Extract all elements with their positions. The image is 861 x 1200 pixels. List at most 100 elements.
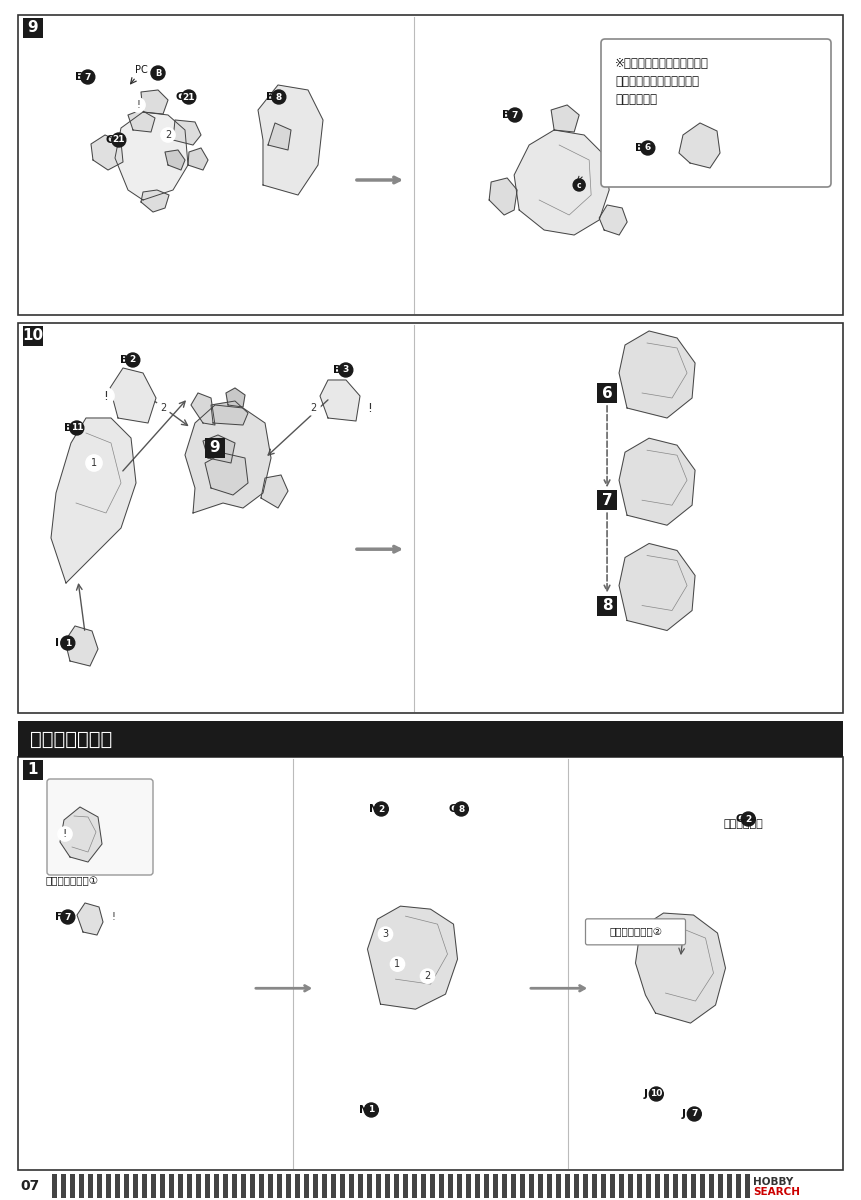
Text: 塗装済みパーツ①: 塗装済みパーツ① (46, 876, 99, 886)
Bar (628, 1174, 633, 1198)
Circle shape (741, 812, 755, 826)
Text: c: c (577, 180, 581, 190)
Text: B: B (635, 143, 643, 152)
Text: J: J (643, 1090, 647, 1099)
Bar (187, 1174, 192, 1198)
Text: 21: 21 (113, 136, 125, 144)
Bar (484, 1174, 489, 1198)
Polygon shape (619, 331, 695, 418)
Bar (421, 1174, 426, 1198)
Circle shape (306, 401, 320, 415)
Bar (556, 1174, 561, 1198)
Bar (718, 1174, 723, 1198)
Text: F: F (55, 912, 63, 922)
Bar (79, 1174, 84, 1198)
Bar (511, 1174, 516, 1198)
Bar (394, 1174, 399, 1198)
Text: 1: 1 (394, 959, 400, 970)
Text: 2: 2 (310, 403, 316, 413)
Text: C: C (449, 804, 456, 814)
Bar (88, 1174, 93, 1198)
Bar (439, 1174, 444, 1198)
Text: 6: 6 (634, 66, 640, 74)
Text: 11: 11 (71, 424, 83, 432)
Bar (18, 721, 843, 757)
Bar (403, 1174, 408, 1198)
Bar (124, 1174, 129, 1198)
Circle shape (81, 70, 95, 84)
Polygon shape (211, 401, 248, 425)
Bar (322, 1174, 327, 1198)
Bar (250, 1174, 255, 1198)
Bar (574, 1174, 579, 1198)
Text: I: I (55, 638, 59, 648)
Circle shape (98, 388, 114, 404)
Bar (205, 1174, 210, 1198)
Text: 7: 7 (84, 72, 91, 82)
Bar (736, 1174, 741, 1198)
Bar (205, 438, 225, 458)
Text: B: B (120, 355, 128, 365)
Polygon shape (320, 380, 360, 421)
FancyBboxPatch shape (47, 779, 153, 875)
Bar (619, 1174, 624, 1198)
Bar (466, 1174, 471, 1198)
Bar (358, 1174, 363, 1198)
Circle shape (687, 1106, 702, 1121)
Circle shape (649, 1087, 663, 1102)
Bar (232, 1174, 237, 1198)
Bar (340, 1174, 345, 1198)
Polygon shape (60, 806, 102, 862)
Circle shape (391, 958, 405, 971)
Bar (520, 1174, 525, 1198)
Bar (538, 1174, 543, 1198)
Polygon shape (128, 110, 155, 132)
Text: E: E (266, 92, 274, 102)
FancyBboxPatch shape (585, 919, 685, 944)
Text: 9: 9 (28, 20, 38, 36)
Bar (412, 1174, 417, 1198)
Bar (493, 1174, 498, 1198)
Polygon shape (514, 130, 609, 235)
Bar (529, 1174, 534, 1198)
Text: 3: 3 (382, 929, 388, 940)
Circle shape (338, 362, 353, 377)
Bar (286, 1174, 291, 1198)
Bar (223, 1174, 228, 1198)
Bar (241, 1174, 246, 1198)
Polygon shape (165, 150, 185, 170)
Polygon shape (226, 388, 245, 407)
Text: ベースを取り付ける場合に: ベースを取り付ける場合に (615, 74, 699, 88)
Text: 7: 7 (602, 493, 612, 508)
Bar (745, 1174, 750, 1198)
Bar (0, 1172, 861, 1200)
Circle shape (112, 133, 126, 146)
Polygon shape (551, 104, 579, 132)
Bar (547, 1174, 552, 1198)
Circle shape (61, 636, 75, 650)
Bar (597, 490, 617, 510)
Bar (151, 1174, 156, 1198)
Bar (565, 1174, 570, 1198)
Text: N: N (369, 804, 378, 814)
Bar (637, 1174, 642, 1198)
Bar (97, 1174, 102, 1198)
Polygon shape (188, 148, 208, 170)
Bar (430, 1174, 435, 1198)
Text: G: G (106, 134, 115, 145)
Bar (214, 1174, 219, 1198)
Circle shape (641, 140, 655, 155)
Bar (70, 1174, 75, 1198)
Bar (115, 1174, 120, 1198)
Text: 1: 1 (91, 458, 97, 468)
Bar (349, 1174, 354, 1198)
Bar (18, 14, 843, 314)
Circle shape (151, 66, 165, 80)
Polygon shape (258, 85, 323, 194)
Circle shape (70, 421, 84, 434)
Bar (682, 1174, 687, 1198)
Polygon shape (173, 120, 201, 145)
Text: 1: 1 (28, 762, 38, 778)
Bar (592, 1174, 597, 1198)
Text: PC: PC (135, 65, 148, 74)
